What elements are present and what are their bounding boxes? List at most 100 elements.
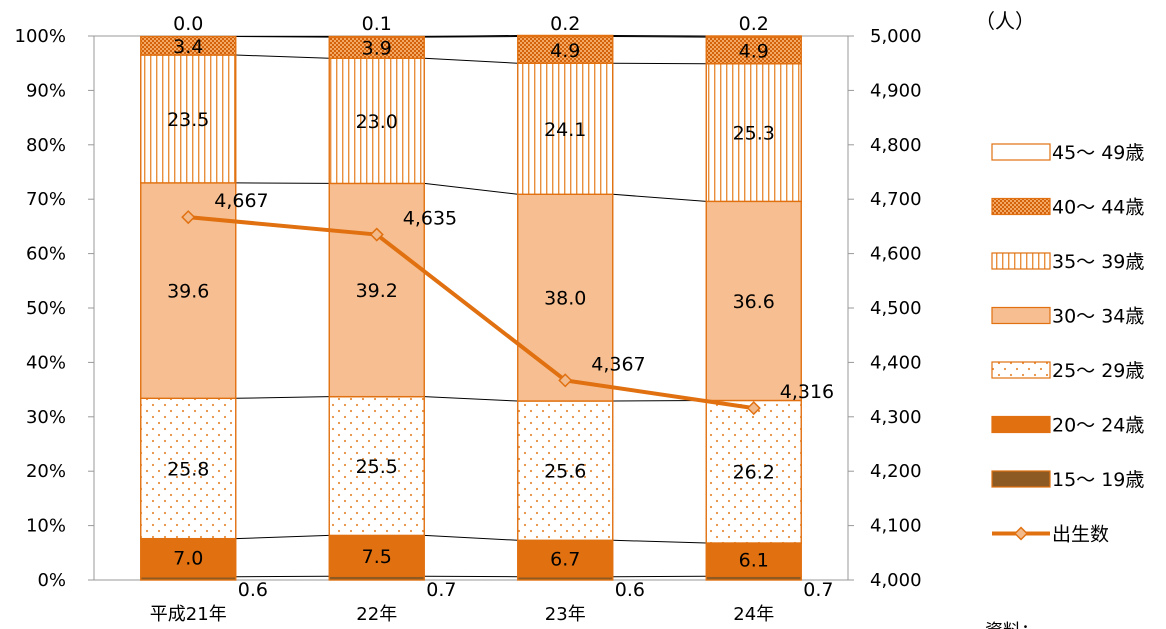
connector-line	[235, 396, 330, 399]
bar-value-label: 38.0	[544, 288, 586, 310]
x-axis-ticks: 平成21年 22年 23年 24年	[150, 604, 774, 625]
legend-label: 15～ 19歳	[1052, 469, 1144, 491]
bar-value-label: 0.7	[803, 579, 833, 601]
bar-value-label: 3.4	[173, 36, 203, 58]
connector-line	[612, 36, 707, 38]
legend-line-marker	[1013, 526, 1029, 541]
bar-segment	[140, 35, 237, 56]
birth-count-line: 4,667 4,635 4,367 4,316	[181, 190, 834, 416]
left-tick-label: 20%	[26, 461, 66, 482]
left-tick-label: 80%	[26, 135, 66, 156]
connector-line	[612, 62, 707, 65]
right-tick-label: 4,100	[870, 516, 922, 537]
right-tick-label: 4,900	[870, 80, 922, 101]
right-tick-label: 4,600	[870, 244, 922, 265]
bar-segment	[140, 537, 237, 578]
birth-count-label: 4,635	[403, 208, 457, 230]
legend-label: 25～ 29歳	[1052, 360, 1144, 382]
bar-value-label: 25.3	[733, 123, 775, 145]
bar-value-labels: 0.6 7.0 25.8 39.6 23.5 3.40.0 0.7 7.5 25.5 39.2 23…	[167, 13, 833, 601]
bar-value-label: 0.6	[615, 579, 645, 601]
bar-segment	[517, 400, 614, 541]
legend-swatch	[991, 470, 1051, 488]
legend-swatch	[991, 415, 1051, 434]
legend-label: 45～ 49歳	[1052, 142, 1144, 164]
bar-value-label: 0.0	[173, 13, 203, 35]
connector-line	[424, 534, 518, 541]
bar-value-label: 7.0	[173, 548, 203, 570]
bar-segment	[328, 182, 425, 398]
right-tick-label: 4,400	[870, 352, 922, 373]
legend-swatch	[991, 197, 1051, 216]
bar-segment	[328, 35, 425, 38]
bar-value-label: 4.9	[739, 40, 769, 62]
birth-count-label: 4,316	[780, 381, 834, 403]
right-tick-label: 4,200	[870, 461, 922, 482]
bar-value-label: 6.1	[739, 550, 769, 572]
bar-segment	[517, 193, 614, 402]
birth-count-marker	[181, 210, 196, 225]
bar-value-label: 0.2	[739, 13, 769, 35]
legend-swatch	[991, 252, 1051, 270]
legend-label: 40～ 44歳	[1052, 197, 1144, 219]
right-tick-label: 5,000	[870, 26, 922, 47]
bar-value-label: 25.6	[544, 461, 586, 483]
x-tick-label: 22年	[356, 604, 397, 625]
legend-label: 35～ 39歳	[1052, 251, 1144, 273]
connector-line	[612, 34, 707, 37]
x-tick-label: 平成21年	[150, 604, 227, 625]
connector-line	[235, 575, 330, 578]
birth-count-label: 4,367	[591, 353, 645, 375]
right-tick-label: 4,300	[870, 407, 922, 428]
x-tick-label: 24年	[733, 604, 774, 625]
connector-line	[424, 57, 518, 64]
bar-value-label: 26.2	[733, 462, 775, 484]
right-tick-label: 4,700	[870, 189, 922, 210]
legend-label: 20～ 24歳	[1052, 415, 1144, 437]
connector-line	[235, 534, 330, 540]
footer-text: 資料：...	[985, 621, 1056, 629]
bar-segment	[517, 34, 614, 38]
bar-value-label: 23.5	[167, 109, 209, 131]
right-axis-ticks: 4,000 4,100 4,200 4,300 4,400 4,500 4,600 4,700…	[848, 26, 922, 591]
bar-segment	[705, 542, 802, 577]
bar-value-label: 6.7	[550, 549, 580, 571]
legend-swatch	[991, 306, 1051, 325]
left-tick-label: 0%	[37, 570, 66, 591]
bar-value-label: 3.9	[362, 38, 392, 60]
birth-count-marker	[558, 373, 573, 388]
birth-count-label: 4,667	[214, 190, 268, 212]
bar-value-label: 25.5	[356, 456, 398, 478]
legend: 45～ 49歳 40～ 44歳 35～ 39歳 30～ 34歳 25～ 29歳 20～ 2…	[991, 142, 1144, 546]
right-tick-label: 4,800	[870, 135, 922, 156]
connector-line	[424, 34, 518, 38]
bar-value-label: 7.5	[362, 546, 392, 568]
birth-count-marker	[369, 227, 384, 242]
stacked-bars	[140, 34, 802, 581]
right-tick-label: 4,000	[870, 570, 922, 591]
bar-segment	[328, 395, 425, 537]
connector-line	[424, 182, 518, 195]
right-axis-unit: （人）	[975, 9, 1035, 33]
connector-line	[612, 575, 707, 578]
connector-line	[424, 396, 518, 402]
right-tick-label: 4,500	[870, 298, 922, 319]
bar-value-label: 0.6	[238, 579, 268, 601]
connector-line	[235, 54, 330, 59]
connector-line	[424, 575, 518, 578]
bar-value-label: 24.1	[544, 119, 586, 141]
bar-value-label: 39.2	[356, 280, 398, 302]
left-tick-label: 70%	[26, 189, 66, 210]
birth-count-marker	[746, 401, 761, 416]
bar-segment	[517, 62, 614, 196]
legend-label: 30～ 34歳	[1052, 306, 1144, 328]
bar-segment	[705, 63, 802, 203]
stack-connector-lines	[235, 34, 707, 578]
bar-value-label: 39.6	[167, 281, 209, 303]
bar-segment	[328, 57, 425, 185]
bar-segment	[705, 399, 802, 544]
left-axis-ticks: 0% 10% 20% 30% 40% 50% 60% 70% 80% 90% 100%	[15, 26, 94, 591]
bar-segment	[328, 534, 425, 577]
bar-value-label: 36.6	[733, 291, 775, 313]
